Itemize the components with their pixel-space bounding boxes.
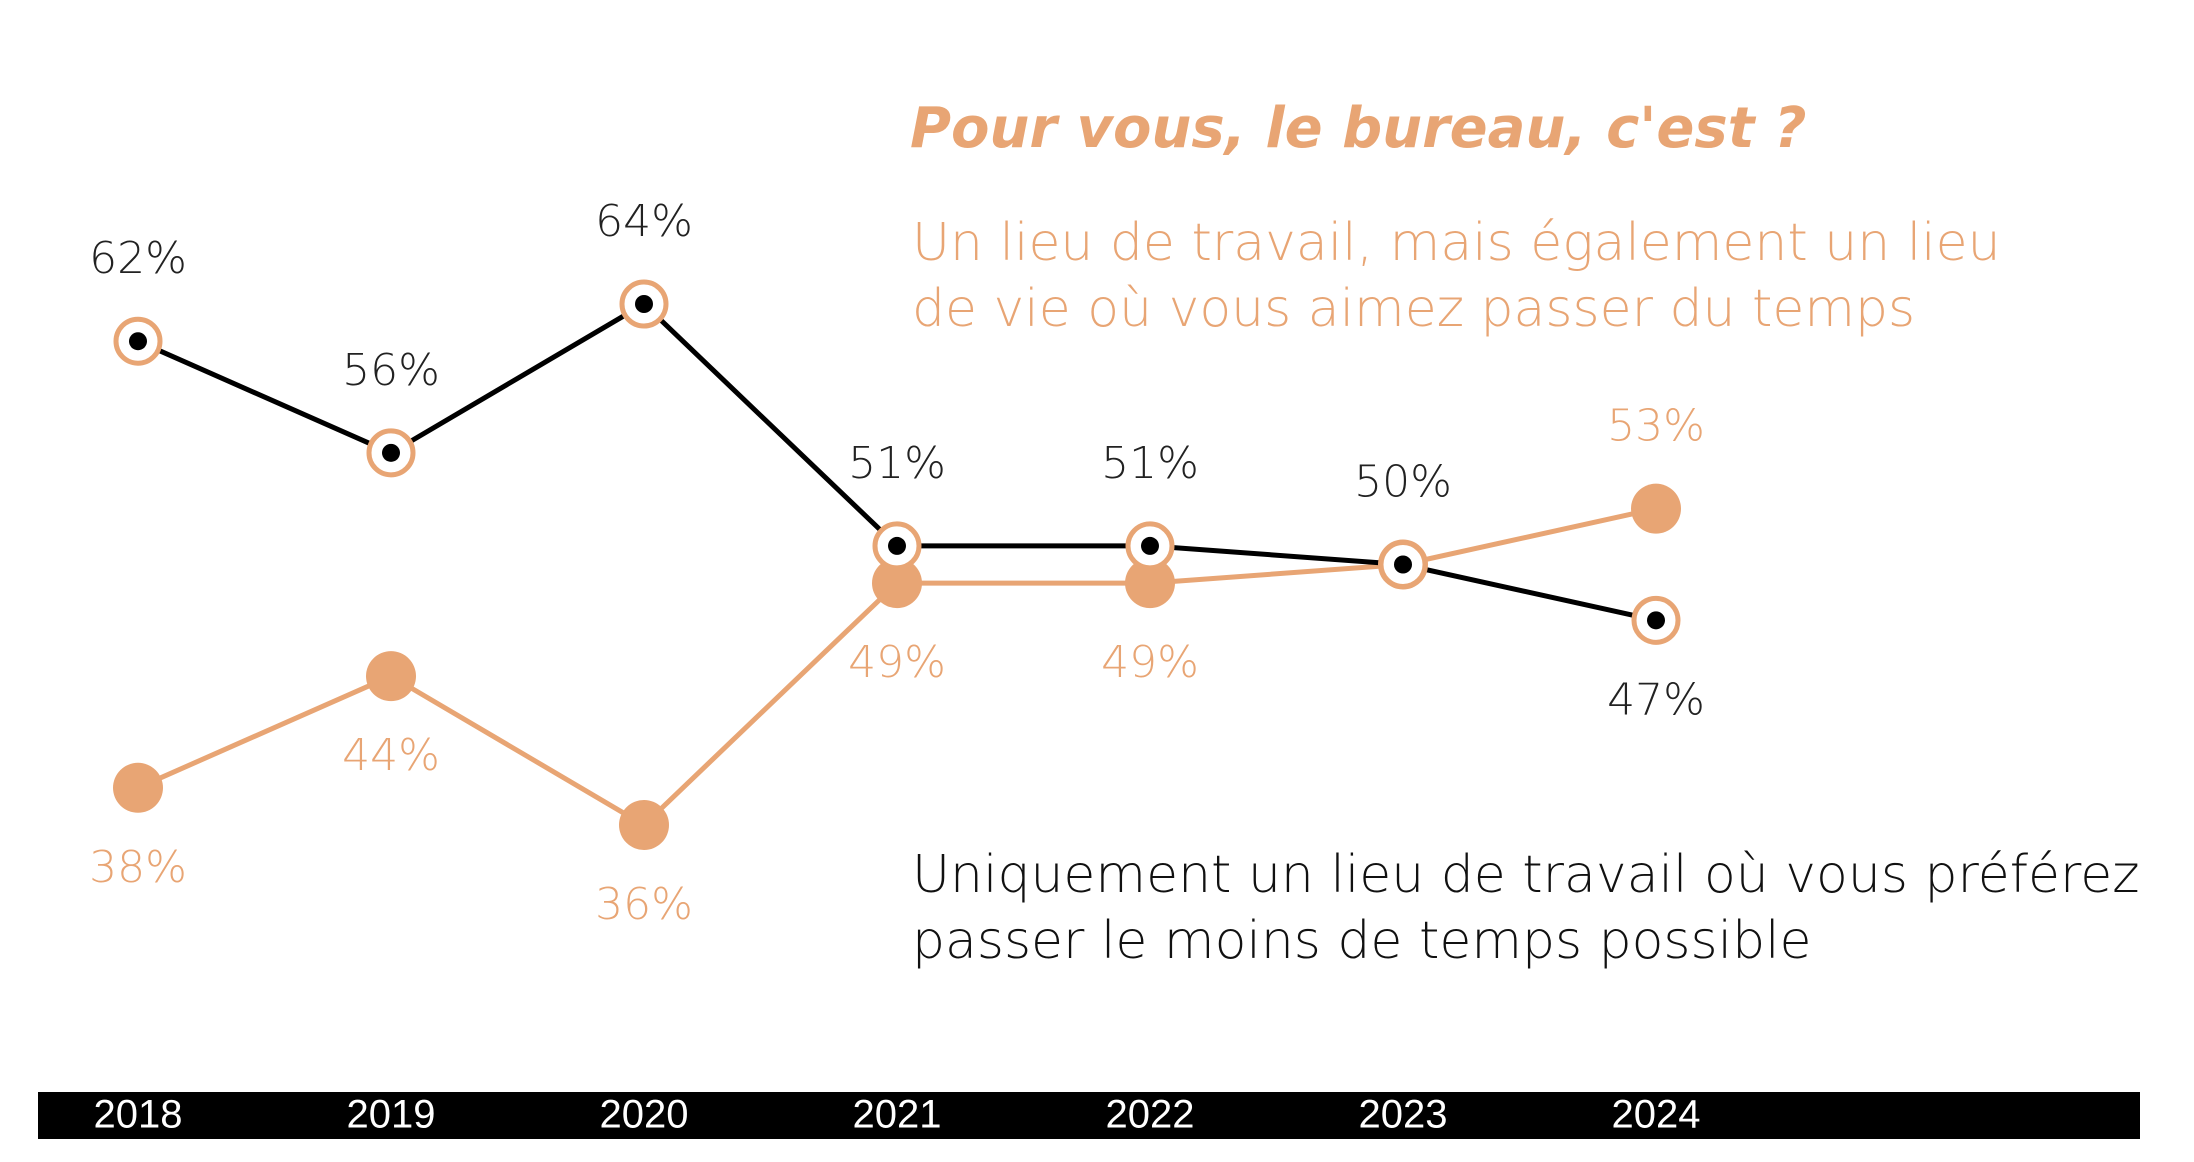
x-tick-label: 2020 [600,1093,689,1137]
point [619,800,669,850]
x-tick-label: 2022 [1106,1093,1195,1137]
point-center [129,332,147,351]
x-tick-label: 2023 [1359,1093,1448,1137]
value-label: 49% [1101,637,1199,688]
point-center [1647,611,1665,630]
point-center [382,443,400,462]
x-tick-label: 2019 [347,1093,436,1137]
point [366,651,416,702]
x-tick-label: 2024 [1612,1093,1701,1137]
point-center [888,536,906,555]
value-label: 51% [1101,438,1199,489]
point [113,762,163,813]
x-tick-label: 2021 [853,1093,942,1137]
value-label: 36% [595,879,693,930]
series-label: Uniquement un lieu de travail où vous pr… [912,845,2140,971]
value-label: 49% [848,637,946,688]
value-label: 51% [848,438,946,489]
value-label: 44% [342,730,440,781]
value-label: 62% [89,233,187,284]
point-center [1394,555,1412,574]
value-label: 53% [1607,401,1705,452]
point [1125,558,1175,609]
value-label: 64% [595,196,693,247]
series-label: Un lieu de travail, mais également un li… [912,213,2001,339]
x-tick-label: 2018 [94,1093,183,1137]
value-label: 47% [1607,674,1705,725]
point [872,558,922,609]
point-center [635,295,653,313]
value-label: 38% [89,842,187,893]
chart-title: Pour vous, le bureau, c'est ? [910,96,1807,161]
point [1631,483,1681,534]
point-center [1141,536,1159,555]
year-band [38,1092,2140,1139]
value-label: 50% [1354,457,1452,508]
marks: 38% 44% 36% 49% 49% 53% 62% 56% 64% 51% 51% 50% 47% [89,196,1705,930]
value-label: 56% [342,345,440,396]
